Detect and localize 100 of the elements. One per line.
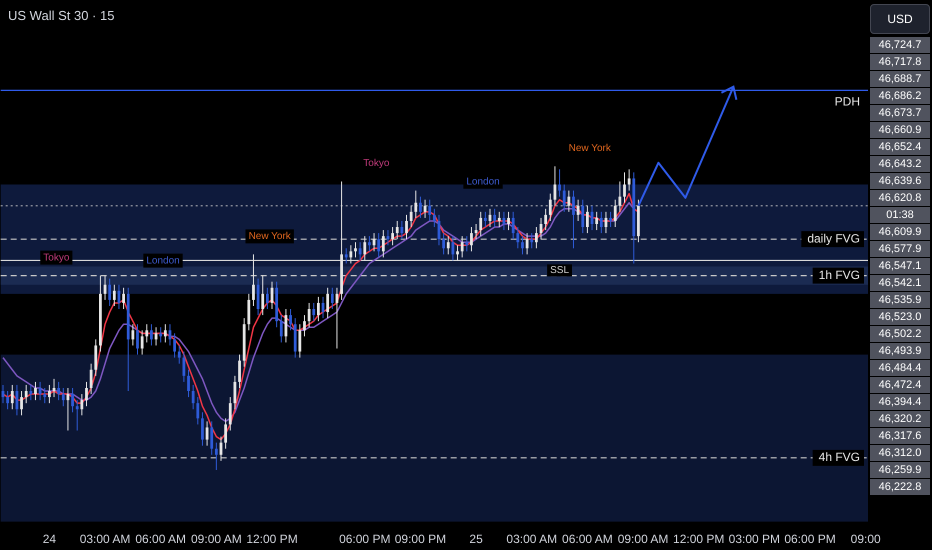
- candlestick: [303, 314, 306, 337]
- candlestick: [2, 384, 4, 404]
- candlestick: [548, 193, 552, 222]
- candlestick: [322, 296, 324, 319]
- candlestick: [540, 217, 542, 240]
- candlestick: [470, 226, 473, 252]
- candlestick: [336, 287, 338, 349]
- candlestick: [386, 230, 390, 246]
- candlestick: [372, 232, 376, 252]
- text: 46,320.2: [870, 411, 930, 427]
- text: 46,542.1: [870, 275, 930, 291]
- text: 46,493.9: [870, 343, 930, 359]
- candlestick: [317, 296, 320, 322]
- candlestick: [368, 236, 371, 252]
- candlestick: [38, 381, 42, 401]
- text: 46,686.2: [870, 88, 930, 104]
- candlestick: [419, 196, 422, 218]
- x-tick-label: 09:00 PM: [394, 532, 446, 546]
- x-tick-label: 03:00 AM: [506, 532, 558, 546]
- candlestick: [266, 287, 269, 310]
- candlestick: [252, 254, 255, 306]
- candlestick: [173, 332, 176, 358]
- candlestick: [382, 230, 385, 258]
- text: 01:38: [870, 207, 930, 223]
- x-tick-label: 24: [42, 532, 56, 546]
- candlestick: [562, 184, 566, 212]
- ref-line-label: PDH: [834, 94, 860, 109]
- text: 46,502.2: [870, 326, 930, 342]
- text: 46,317.6: [870, 428, 930, 444]
- candlestick: [270, 281, 274, 310]
- candlestick: [228, 396, 232, 431]
- candlestick: [34, 381, 37, 401]
- text: 46,724.7: [870, 37, 930, 53]
- ref-line-label: 4h FVG: [818, 450, 860, 464]
- x-tick-label: 12:00 PM: [246, 532, 298, 546]
- candlestick: [280, 314, 283, 343]
- ref-line-label: 1h FVG: [818, 268, 860, 282]
- text: 46,660.9: [870, 122, 930, 138]
- candlestick: [623, 172, 626, 204]
- candlestick: [377, 232, 380, 258]
- candlestick: [567, 190, 570, 212]
- candlestick: [414, 190, 418, 218]
- text: 46,484.4: [870, 360, 930, 376]
- candlestick: [554, 166, 556, 206]
- candlestick: [400, 220, 404, 240]
- candlestick: [16, 384, 18, 416]
- candlestick: [85, 381, 88, 407]
- text: 46,673.7: [870, 105, 930, 121]
- candlestick: [628, 168, 631, 192]
- x-tick-label: 09:00: [850, 532, 882, 546]
- text: 46,222.8: [870, 479, 930, 495]
- text: 46,394.4: [870, 394, 930, 410]
- candlestick: [168, 324, 172, 346]
- text: 46,547.1: [870, 258, 930, 274]
- candlestick: [405, 214, 408, 240]
- candlestick: [452, 236, 454, 261]
- annotation: Tokyo: [43, 252, 70, 264]
- ref-line-label: daily FVG: [807, 231, 860, 246]
- candlestick: [289, 308, 292, 331]
- candlestick: [196, 396, 200, 425]
- candlestick: [358, 242, 362, 261]
- candlestick: [118, 284, 120, 310]
- x-tick-label: 03:00 AM: [80, 532, 130, 546]
- candlestick: [136, 324, 139, 356]
- annotation: New York: [248, 231, 292, 242]
- candlestick: [502, 211, 506, 231]
- candlestick: [488, 208, 492, 228]
- text: 46,688.7: [870, 71, 930, 87]
- candlestick: [618, 180, 622, 212]
- x-tick-label: 25: [469, 532, 484, 546]
- candlestick: [108, 278, 112, 306]
- candlestick: [20, 390, 23, 416]
- candlestick: [442, 232, 446, 255]
- candlestick: [576, 199, 580, 222]
- annotation: Tokyo: [363, 158, 390, 170]
- candlestick: [206, 420, 208, 446]
- annotation: London: [146, 255, 180, 266]
- candlestick: [284, 308, 288, 343]
- candlestick: [474, 223, 478, 240]
- candlestick: [187, 369, 190, 398]
- candlestick: [534, 226, 538, 249]
- text: 46,609.9: [870, 224, 930, 240]
- candlestick: [48, 384, 51, 404]
- text: New York: [568, 143, 612, 154]
- x-tick-label: 06:00 AM: [562, 532, 613, 546]
- candlestick: [604, 211, 608, 234]
- x-tick-label: 06:00 PM: [339, 532, 390, 546]
- candlestick: [214, 442, 218, 470]
- text: 46,643.2: [870, 156, 930, 172]
- candlestick: [154, 326, 158, 346]
- candlestick: [438, 214, 440, 246]
- text: 46,652.4: [870, 139, 930, 155]
- candlestick: [308, 302, 311, 328]
- chart-title: US Wall St 30 · 15: [8, 8, 114, 23]
- candlestick: [521, 236, 524, 255]
- candlestick: [52, 378, 56, 398]
- candlestick: [424, 199, 426, 218]
- candlestick: [363, 236, 366, 261]
- candlestick: [90, 363, 93, 395]
- x-tick-label: 09:00 AM: [618, 532, 668, 546]
